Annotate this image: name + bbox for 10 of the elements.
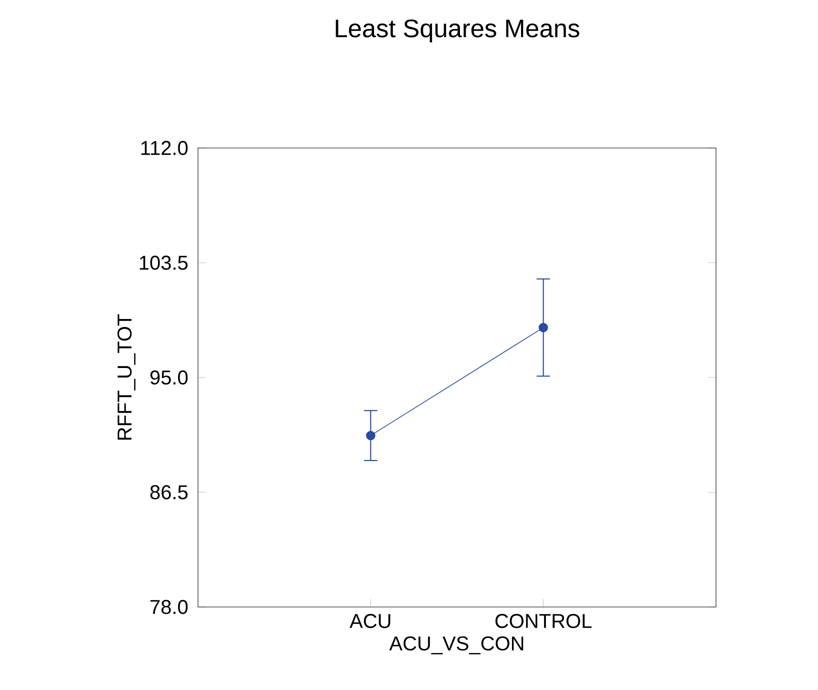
y-tick-label: 86.5 [150, 485, 188, 500]
y-tick-label: 103.5 [140, 256, 188, 270]
y-axis-title: RFFT_U_TOT [117, 314, 136, 440]
x-tick-label: ACU [350, 614, 390, 628]
x-tick-label: CONTROL [495, 614, 592, 628]
y-tick-label: 95.0 [150, 370, 188, 385]
y-tick-label: 112.0 [141, 140, 188, 156]
y-tick-label: 78.0 [150, 600, 188, 614]
chart-title: Least Squares Means [336, 19, 580, 42]
x-axis-title: ACU_VS_CON [389, 636, 524, 654]
